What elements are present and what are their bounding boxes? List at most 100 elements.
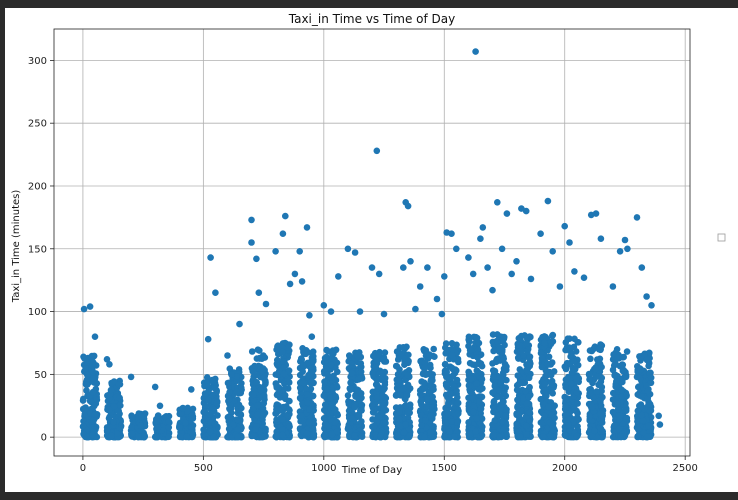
data-point: [281, 385, 288, 393]
data-point: [570, 358, 578, 365]
data-point-outlier: [566, 239, 573, 246]
data-point-outlier: [571, 268, 578, 275]
data-point: [420, 347, 428, 355]
data-point: [465, 405, 473, 413]
data-point: [610, 427, 617, 435]
data-point-outlier: [400, 264, 407, 271]
data-point: [523, 340, 530, 347]
data-point: [561, 393, 568, 401]
data-point: [309, 392, 317, 400]
data-point: [449, 365, 457, 373]
data-point: [211, 420, 219, 428]
data-point: [233, 373, 240, 380]
data-point: [455, 358, 462, 366]
data-point: [500, 355, 508, 363]
data-point: [297, 412, 305, 419]
x-tick-label: 2500: [672, 463, 697, 474]
data-point: [165, 424, 173, 431]
data-point: [321, 431, 329, 439]
data-point-outlier: [296, 248, 304, 255]
data-point: [562, 403, 569, 410]
data-point-outlier: [236, 320, 243, 328]
data-point: [357, 360, 365, 367]
data-point-outlier: [308, 333, 316, 341]
data-point: [80, 395, 87, 403]
data-point: [496, 433, 503, 441]
data-point: [231, 397, 238, 404]
data-point: [379, 392, 386, 399]
data-point: [394, 431, 402, 439]
data-point: [446, 428, 454, 436]
data-point: [611, 372, 618, 379]
data-point: [623, 348, 631, 355]
data-point: [643, 382, 650, 390]
data-point: [427, 377, 435, 384]
data-point: [357, 390, 365, 397]
data-point: [154, 412, 162, 419]
data-point: [596, 397, 604, 404]
data-point: [303, 391, 311, 398]
data-point: [404, 408, 411, 416]
data-point: [110, 378, 118, 385]
data-point: [380, 405, 387, 413]
data-point: [209, 377, 216, 385]
data-point: [89, 388, 97, 396]
data-point: [378, 370, 386, 378]
data-point: [572, 374, 580, 382]
data-point: [599, 428, 606, 435]
data-point-outlier: [438, 310, 446, 318]
data-point-outlier: [537, 230, 544, 237]
data-point: [354, 352, 362, 360]
data-point: [467, 389, 475, 396]
data-point: [281, 380, 288, 387]
data-point: [327, 394, 334, 402]
data-point: [567, 380, 575, 388]
data-point: [296, 394, 304, 402]
data-point: [358, 407, 365, 414]
data-point: [490, 431, 498, 439]
data-point-outlier: [224, 352, 231, 359]
data-point-outlier: [207, 254, 214, 261]
data-point: [491, 417, 499, 424]
data-point-outlier: [356, 308, 364, 315]
data-point: [571, 405, 578, 413]
x-tick-label: 0: [80, 463, 86, 474]
data-point: [210, 433, 218, 441]
data-point: [523, 431, 530, 438]
data-point: [643, 433, 651, 441]
data-point: [491, 382, 499, 390]
data-point: [205, 387, 212, 395]
data-point: [645, 362, 652, 370]
data-point-outlier: [91, 333, 99, 341]
data-point: [518, 332, 525, 340]
data-point-outlier: [527, 275, 535, 283]
data-point: [514, 354, 522, 362]
data-point: [238, 384, 245, 392]
data-point: [443, 373, 450, 381]
data-point: [110, 418, 117, 426]
data-point: [514, 372, 522, 379]
data-point: [396, 415, 404, 423]
data-point: [358, 401, 366, 409]
data-point-outlier: [479, 224, 487, 231]
data-point: [489, 331, 497, 338]
data-point-outlier: [655, 412, 662, 420]
data-point: [523, 366, 530, 374]
data-point: [320, 392, 328, 400]
data-point: [561, 431, 569, 439]
x-tick-label: 2000: [552, 463, 577, 474]
data-point: [252, 426, 259, 433]
data-point-outlier: [380, 310, 388, 318]
data-point-outlier: [424, 264, 431, 271]
y-tick-label: 300: [28, 56, 47, 67]
data-point: [256, 347, 263, 354]
data-point: [420, 433, 428, 441]
y-axis-label: Taxi_in Time (minutes): [11, 190, 22, 304]
data-point-outlier: [412, 305, 419, 313]
data-point: [323, 353, 330, 361]
data-point-outlier: [616, 248, 624, 255]
data-point: [310, 353, 317, 360]
data-point: [303, 430, 311, 437]
data-point: [448, 340, 456, 347]
data-point: [165, 433, 172, 441]
